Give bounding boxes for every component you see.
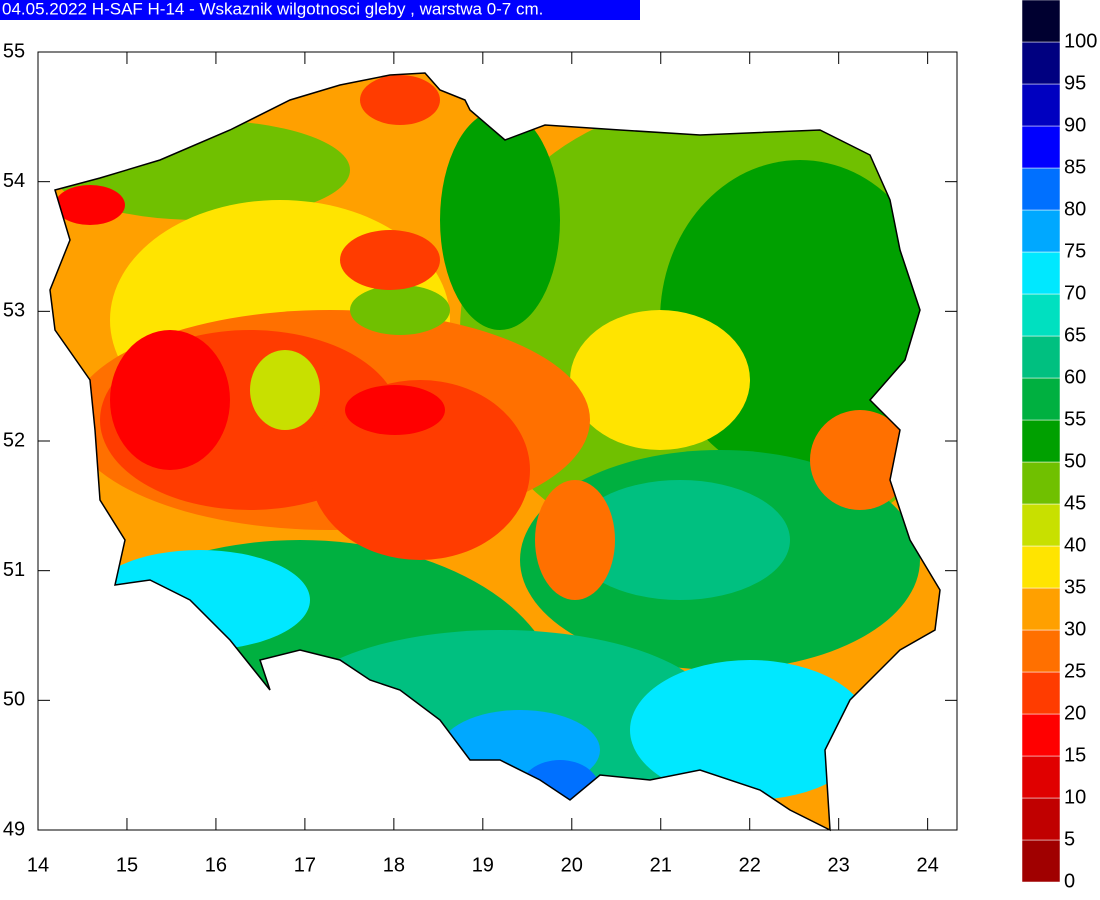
colorbar-bin [1021, 671, 1061, 715]
colorbar-bin [1021, 587, 1061, 631]
colorbar-label: 20 [1064, 702, 1086, 724]
y-tick-label: 51 [3, 559, 25, 581]
colorbar-bin [1021, 377, 1061, 421]
colorbar-label: 25 [1064, 660, 1086, 682]
colorbar-label: 65 [1064, 324, 1086, 346]
colorbar-label: 55 [1064, 408, 1086, 430]
colorbar-label: 60 [1064, 366, 1086, 388]
moisture-region [810, 410, 910, 510]
colorbar-bin [1021, 335, 1061, 379]
colorbar-bin [1021, 461, 1061, 505]
x-tick-label: 22 [739, 854, 761, 876]
colorbar-label: 75 [1064, 240, 1086, 262]
colorbar-label: 40 [1064, 534, 1086, 556]
colorbar-label: 90 [1064, 114, 1086, 136]
colorbar-bin [1021, 41, 1061, 85]
x-tick-label: 20 [561, 854, 583, 876]
colorbar-bin [1021, 503, 1061, 547]
colorbar-bin [1021, 125, 1061, 169]
axes: 14 15 16 17 18 19 20 21 22 23 24 49 50 51 52 53 54 55 [3, 40, 957, 876]
colorbar-label: 100 [1064, 30, 1097, 52]
colorbar-bin [1021, 251, 1061, 295]
x-tick-label: 24 [917, 854, 939, 876]
colorbar-label: 0 [1064, 870, 1075, 892]
title-background [0, 0, 640, 20]
title: 04.05.2022 H-SAF H-14 - Wskaznik wilgotn… [2, 0, 543, 18]
y-tick-label: 55 [3, 40, 25, 62]
colorbar-label: 50 [1064, 450, 1086, 472]
colorbar: 0 5 10 15 20 25 30 35 40 45 50 55 60 65 70 75 80 85 90 95 10… [1021, 0, 1097, 892]
colorbar-bin [1021, 797, 1061, 841]
moisture-region [570, 480, 790, 600]
moisture-region [340, 230, 440, 290]
colorbar-label: 95 [1064, 72, 1086, 94]
y-tick-label: 50 [3, 689, 25, 711]
moisture-region [345, 385, 445, 435]
moisture-region [535, 480, 615, 600]
colorbar-label: 35 [1064, 576, 1086, 598]
x-tick-label: 21 [650, 854, 672, 876]
colorbar-bin [1021, 713, 1061, 757]
moisture-region [110, 330, 230, 470]
colorbar-label: 15 [1064, 744, 1086, 766]
y-tick-label: 53 [3, 300, 25, 322]
colorbar-label: 5 [1064, 828, 1075, 850]
colorbar-bin [1021, 419, 1061, 463]
moisture-region [350, 285, 450, 335]
x-tick-label: 14 [27, 854, 49, 876]
x-tick-label: 19 [472, 854, 494, 876]
colorbar-bin [1021, 83, 1061, 127]
x-tick-label: 15 [116, 854, 138, 876]
moisture-region [440, 110, 560, 330]
colorbar-label: 80 [1064, 198, 1086, 220]
moisture-region [360, 75, 440, 125]
colorbar-bin [1021, 0, 1061, 43]
moisture-region [570, 310, 750, 450]
colorbar-bin [1021, 839, 1061, 883]
x-tick-label: 16 [205, 854, 227, 876]
moisture-region [250, 350, 320, 430]
colorbar-label: 10 [1064, 786, 1086, 808]
colorbar-bin [1021, 167, 1061, 211]
x-tick-label: 17 [294, 854, 316, 876]
colorbar-label: 85 [1064, 156, 1086, 178]
colorbar-label: 45 [1064, 492, 1086, 514]
colorbar-bin [1021, 629, 1061, 673]
colorbar-bin [1021, 209, 1061, 253]
y-tick-label: 49 [3, 818, 25, 840]
colorbar-bin [1021, 545, 1061, 589]
colorbar-bin [1021, 755, 1061, 799]
x-tick-label: 23 [828, 854, 850, 876]
moisture-region [55, 185, 125, 225]
y-tick-label: 54 [3, 170, 25, 192]
x-tick-label: 18 [383, 854, 405, 876]
moisture-region [630, 660, 870, 800]
y-tick-label: 52 [3, 429, 25, 451]
colorbar-label: 30 [1064, 618, 1086, 640]
colorbar-label: 70 [1064, 282, 1086, 304]
colorbar-bin [1021, 293, 1061, 337]
